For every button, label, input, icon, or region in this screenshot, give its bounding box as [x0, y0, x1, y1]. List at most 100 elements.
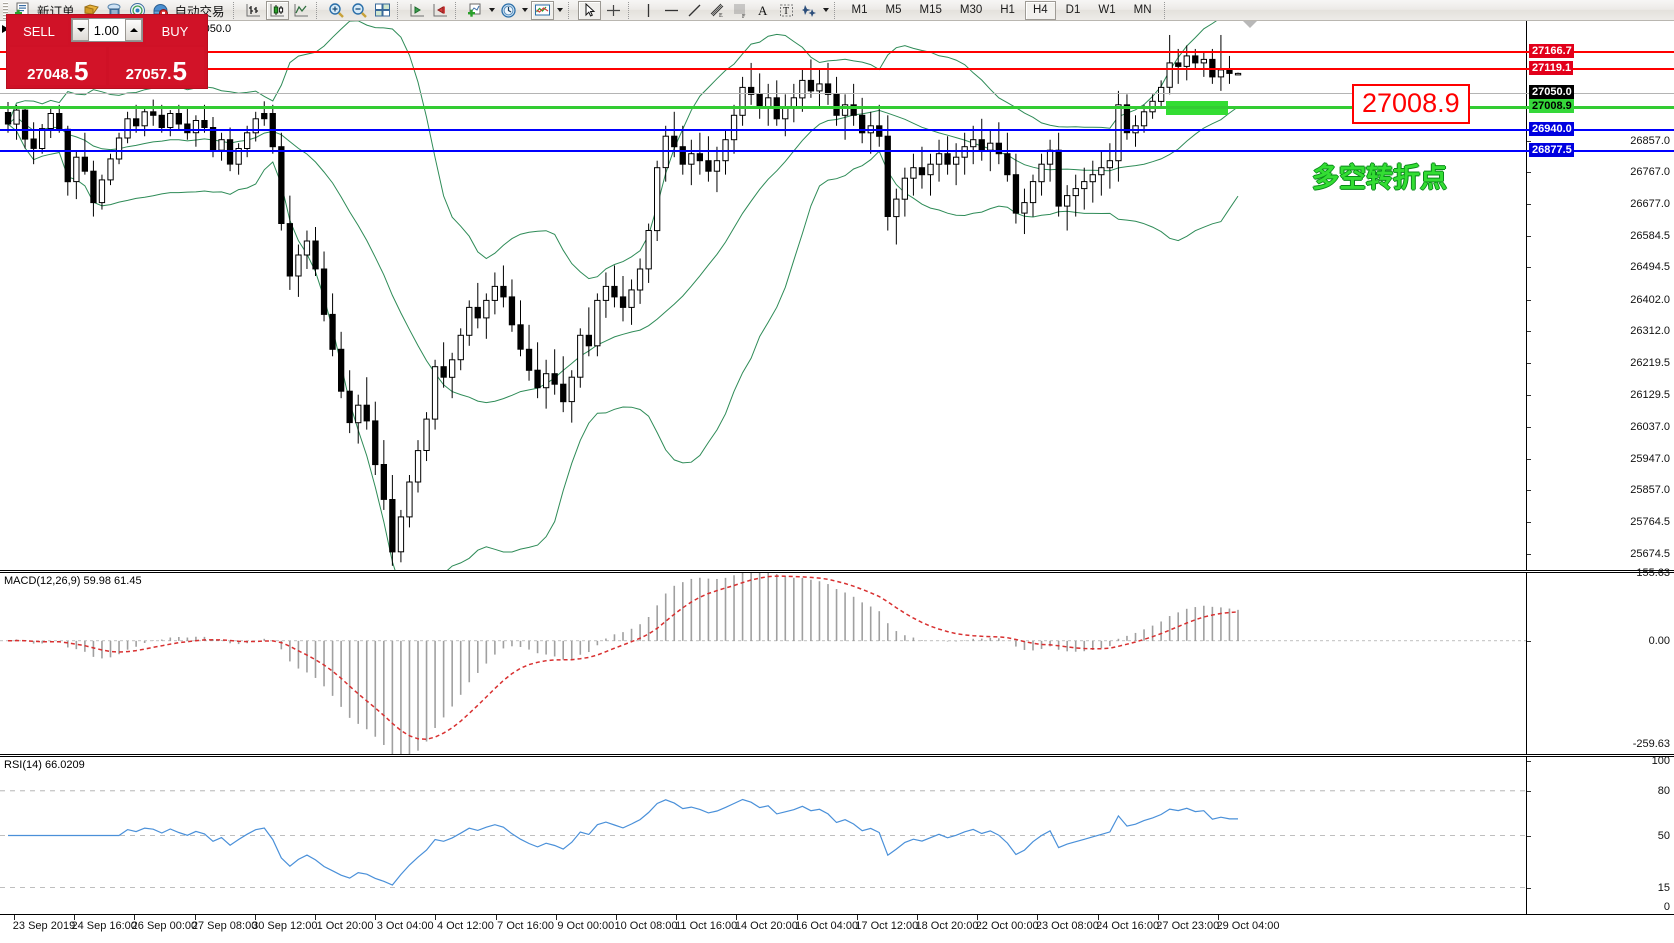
price-axis-tick-mark	[1527, 427, 1531, 429]
equidistant-channel-icon[interactable]: E	[707, 1, 728, 20]
price-pane[interactable]: DJ30.,H4 27050.0 27052.0 27050.0 27050.0…	[0, 21, 1674, 570]
time-axis-grid-mark	[555, 915, 557, 920]
folder-icon[interactable]	[81, 1, 102, 20]
period-chevron-down-icon[interactable]	[520, 2, 530, 19]
volume-input[interactable]: 1.00	[89, 19, 125, 41]
horizontal-line-icon[interactable]	[661, 1, 682, 20]
buy-button[interactable]: BUY	[146, 18, 204, 45]
add-indicator-chevron-down-icon[interactable]	[487, 2, 497, 19]
zoom-in-icon[interactable]	[326, 1, 347, 20]
chart-annotation-text[interactable]: 多空转折点	[1312, 163, 1447, 193]
macd-axis-tick: 0.00	[1648, 634, 1670, 647]
price-axis-tick-mark	[1527, 363, 1531, 365]
price-level-tag-blue-5[interactable]: 26877.5	[1529, 143, 1574, 157]
text-icon[interactable]: A	[753, 1, 774, 20]
text-label-icon[interactable]: T	[776, 1, 797, 20]
price-level-tag-red-1[interactable]: 27119.1	[1529, 61, 1574, 75]
shift-end-icon[interactable]	[430, 1, 451, 20]
sell-button[interactable]: SELL	[10, 18, 68, 45]
period-m1[interactable]: M1	[851, 3, 868, 16]
volume-stepper[interactable]: 1.00	[71, 18, 143, 42]
time-axis-grid-mark	[74, 915, 76, 920]
bar-chart-icon[interactable]	[243, 1, 264, 20]
period-mn[interactable]: MN	[1133, 3, 1152, 16]
price-axis-tick-mark	[1527, 394, 1531, 396]
period-w1[interactable]: W1	[1098, 3, 1116, 16]
buy-price-button[interactable]: 27057 . 5	[108, 47, 204, 85]
trendline-icon[interactable]	[684, 1, 705, 20]
time-axis-tick: 3 Oct 04:00	[376, 920, 434, 932]
svg-text:E: E	[719, 13, 723, 19]
toolbar-grip[interactable]	[3, 1, 8, 19]
period-h4[interactable]: H4	[1024, 0, 1056, 20]
pane-divider-rsi[interactable]	[0, 754, 1674, 757]
vertical-line-icon[interactable]	[638, 1, 659, 20]
add-indicator-icon[interactable]	[465, 1, 486, 20]
volume-increase-button[interactable]	[125, 19, 142, 41]
fibonacci-icon[interactable]: F	[730, 1, 751, 20]
signals-icon[interactable]	[127, 1, 148, 20]
price-axis-tick-mark	[1527, 235, 1531, 237]
price-axis-tick-mark	[1527, 331, 1531, 333]
crosshair-icon[interactable]	[603, 1, 624, 20]
svg-text:T: T	[783, 6, 789, 17]
macd-pane[interactable]: MACD(12,26,9) 59.98 61.45 155.63 0.00 -259…	[0, 568, 1674, 754]
price-plot-area[interactable]	[0, 21, 1526, 570]
volume-decrease-button[interactable]	[72, 19, 89, 41]
price-level-tag-red-0[interactable]: 27166.7	[1529, 44, 1574, 58]
time-axis-tick: 14 Oct 20:00	[734, 920, 798, 932]
line-chart-icon[interactable]	[291, 1, 312, 20]
one-click-trading-panel[interactable]: SELL 1.00 BUY 27048 . 5 27057 . 5	[6, 14, 208, 89]
support-line-2[interactable]	[0, 150, 1674, 152]
time-axis-grid-mark	[856, 915, 858, 920]
cursor-icon[interactable]	[577, 0, 601, 20]
rsi-axis[interactable]: 100 80 50 15 0	[1526, 756, 1674, 914]
time-axis-tick: 17 Oct 12:00	[855, 920, 919, 932]
resistance-line-1[interactable]	[0, 51, 1674, 53]
price-axis-tick: 26767.0	[1630, 166, 1670, 179]
support-line-1[interactable]	[0, 129, 1674, 131]
candlestick-chart-icon[interactable]	[265, 0, 289, 20]
pane-divider-macd[interactable]	[0, 570, 1674, 573]
templates-chevron-down-icon[interactable]	[555, 2, 565, 19]
current-price-line	[0, 93, 1674, 94]
macd-plot-area[interactable]	[0, 573, 1526, 754]
time-axis-grid-mark	[1097, 915, 1099, 920]
macd-axis[interactable]: 155.63 0.00 -259.63	[1526, 568, 1674, 754]
resistance-line-2[interactable]	[0, 68, 1674, 70]
macd-axis-tick-mark	[1527, 640, 1531, 642]
publish-icon[interactable]	[104, 1, 125, 20]
price-axis-tick: 26494.5	[1630, 261, 1670, 274]
period-d1[interactable]: D1	[1065, 3, 1081, 16]
time-axis-tick: 29 Oct 04:00	[1216, 920, 1280, 932]
shapes-chevron-down-icon[interactable]	[821, 2, 831, 19]
time-axis-tick: 27 Oct 23:00	[1156, 920, 1220, 932]
rsi-axis-tick-mark	[1527, 761, 1531, 762]
period-m30[interactable]: M30	[959, 3, 983, 16]
chart-shift-marker-icon[interactable]	[1243, 21, 1257, 28]
time-axis-grid-mark	[736, 915, 738, 920]
sell-price-button[interactable]: 27048 . 5	[10, 47, 106, 85]
shapes-icon[interactable]	[799, 1, 820, 20]
price-axis[interactable]: 26857.0 26767.0 26677.0 26584.5 26494.5 26402…	[1526, 21, 1674, 570]
price-level-tag-green-3[interactable]: 27008.9	[1529, 99, 1574, 113]
tile-windows-icon[interactable]	[372, 1, 393, 20]
rsi-plot-area[interactable]	[0, 757, 1526, 914]
shift-start-icon[interactable]	[407, 1, 428, 20]
pivot-line[interactable]	[0, 106, 1674, 109]
period-h1[interactable]: H1	[1000, 3, 1015, 16]
period-clock-icon[interactable]	[498, 1, 519, 20]
price-level-tag-blue-4[interactable]: 26940.0	[1529, 122, 1574, 136]
zoom-out-icon[interactable]	[349, 1, 370, 20]
time-axis-tick: 1 Oct 20:00	[316, 920, 374, 932]
rsi-axis-tick: 15	[1657, 881, 1670, 894]
price-callout-label[interactable]: 27008.9	[1352, 84, 1470, 124]
period-m15[interactable]: M15	[919, 3, 942, 16]
time-axis[interactable]: 23 Sep 2019 24 Sep 16:00 26 Sep 00:00 27 Se…	[0, 914, 1674, 943]
time-axis-tick: 11 Oct 16:00	[675, 920, 738, 932]
price-axis-tick: 26219.5	[1630, 357, 1670, 370]
price-level-tag-black-2[interactable]: 27050.0	[1529, 85, 1574, 99]
period-m5[interactable]: M5	[885, 3, 902, 16]
templates-icon[interactable]	[530, 0, 554, 20]
rsi-pane[interactable]: RSI(14) 66.0209 100 80 50 15 0	[0, 756, 1674, 914]
